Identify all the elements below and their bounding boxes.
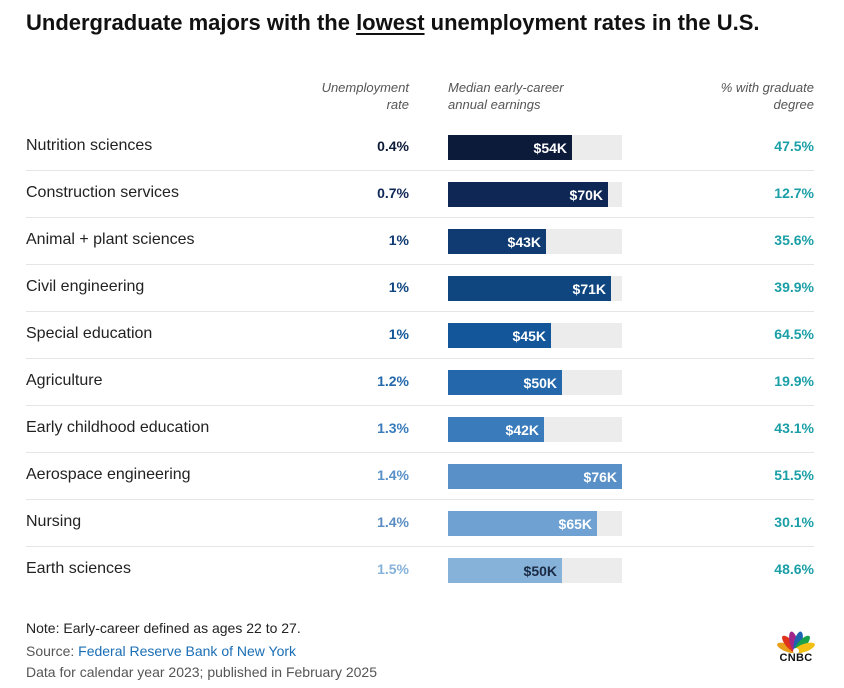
title-emphasis: lowest bbox=[356, 10, 425, 35]
earnings-bar-track: $76K bbox=[448, 464, 622, 489]
earnings-bar-track: $65K bbox=[448, 511, 622, 536]
graduate-degree-value: 12.7% bbox=[774, 185, 814, 201]
earnings-bar-label: $65K bbox=[558, 516, 592, 532]
earnings-bar: $70K bbox=[448, 182, 608, 207]
earnings-bar: $42K bbox=[448, 417, 544, 442]
earnings-bar-label: $76K bbox=[583, 469, 617, 485]
graduate-degree-value: 51.5% bbox=[774, 467, 814, 483]
table-row: Early childhood education 1.3% $42K 43.1% bbox=[26, 406, 814, 453]
peacock-icon bbox=[777, 631, 815, 654]
header-grad-line2: degree bbox=[773, 97, 814, 112]
earnings-bar-label: $50K bbox=[523, 375, 557, 391]
unemployment-rate-value: 0.7% bbox=[377, 185, 409, 201]
chart-title: Undergraduate majors with the lowest une… bbox=[26, 10, 759, 36]
earnings-bar-label: $42K bbox=[505, 422, 539, 438]
earnings-bar-track: $43K bbox=[448, 229, 622, 254]
major-label: Agriculture bbox=[26, 372, 103, 389]
graduate-degree-value: 43.1% bbox=[774, 420, 814, 436]
table-row: Nursing 1.4% $65K 30.1% bbox=[26, 500, 814, 547]
unemployment-rate-value: 1.4% bbox=[377, 514, 409, 530]
earnings-bar-label: $71K bbox=[572, 281, 606, 297]
earnings-bar: $65K bbox=[448, 511, 597, 536]
header-earnings-line1: Median early-career bbox=[448, 80, 564, 95]
table-row: Animal + plant sciences 1% $43K 35.6% bbox=[26, 218, 814, 265]
unemployment-rate-value: 0.4% bbox=[377, 138, 409, 154]
earnings-bar-label: $70K bbox=[569, 187, 603, 203]
cnbc-logo: CNBC bbox=[774, 629, 818, 667]
earnings-bar-track: $71K bbox=[448, 276, 622, 301]
graduate-degree-value: 48.6% bbox=[774, 561, 814, 577]
graduate-degree-value: 64.5% bbox=[774, 326, 814, 342]
earnings-bar: $76K bbox=[448, 464, 622, 489]
table-row: Aerospace engineering 1.4% $76K 51.5% bbox=[26, 453, 814, 500]
table-row: Civil engineering 1% $71K 39.9% bbox=[26, 265, 814, 312]
graduate-degree-value: 30.1% bbox=[774, 514, 814, 530]
earnings-bar-track: $42K bbox=[448, 417, 622, 442]
source-line: Source: Federal Reserve Bank of New York bbox=[26, 643, 296, 659]
earnings-bar: $54K bbox=[448, 135, 572, 160]
header-unemployment-rate: Unemployment rate bbox=[279, 79, 409, 113]
unemployment-rate-value: 1.5% bbox=[377, 561, 409, 577]
graduate-degree-value: 35.6% bbox=[774, 232, 814, 248]
header-graduate-degree: % with graduate degree bbox=[654, 79, 814, 113]
unemployment-rate-value: 1.2% bbox=[377, 373, 409, 389]
major-label: Nursing bbox=[26, 513, 82, 530]
major-label: Special education bbox=[26, 325, 153, 342]
major-label: Animal + plant sciences bbox=[26, 231, 195, 248]
earnings-bar-track: $50K bbox=[448, 558, 622, 583]
published-note: Data for calendar year 2023; published i… bbox=[26, 664, 377, 680]
title-prefix: Undergraduate majors with the bbox=[26, 10, 357, 35]
earnings-bar: $45K bbox=[448, 323, 551, 348]
table-row: Earth sciences 1.5% $50K 48.6% bbox=[26, 547, 814, 594]
header-earnings: Median early-career annual earnings bbox=[448, 79, 628, 113]
major-label: Early childhood education bbox=[26, 419, 210, 436]
earnings-bar-label: $50K bbox=[523, 563, 557, 579]
major-label: Civil engineering bbox=[26, 278, 145, 295]
header-grad-line1: % with graduate bbox=[720, 80, 814, 95]
footnote: Note: Early-career defined as ages 22 to… bbox=[26, 620, 301, 636]
unemployment-rate-value: 1% bbox=[388, 326, 409, 342]
header-unemployment-line2: rate bbox=[386, 97, 409, 112]
major-label: Earth sciences bbox=[26, 560, 131, 577]
unemployment-rate-value: 1.3% bbox=[377, 420, 409, 436]
source-link[interactable]: Federal Reserve Bank of New York bbox=[78, 643, 297, 659]
table-row: Nutrition sciences 0.4% $54K 47.5% bbox=[26, 124, 814, 171]
header-unemployment-line1: Unemployment bbox=[321, 80, 409, 95]
unemployment-rate-value: 1% bbox=[388, 232, 409, 248]
earnings-bar-label: $45K bbox=[512, 328, 546, 344]
earnings-bar: $50K bbox=[448, 370, 562, 395]
graduate-degree-value: 47.5% bbox=[774, 138, 814, 154]
unemployment-rate-value: 1.4% bbox=[377, 467, 409, 483]
title-suffix: unemployment rates in the U.S. bbox=[424, 10, 760, 35]
earnings-bar-track: $70K bbox=[448, 182, 622, 207]
graduate-degree-value: 19.9% bbox=[774, 373, 814, 389]
earnings-bar-label: $43K bbox=[507, 234, 541, 250]
earnings-bar-track: $54K bbox=[448, 135, 622, 160]
earnings-bar-track: $45K bbox=[448, 323, 622, 348]
earnings-bar: $71K bbox=[448, 276, 611, 301]
earnings-bar-track: $50K bbox=[448, 370, 622, 395]
unemployment-rate-value: 1% bbox=[388, 279, 409, 295]
logo-text: CNBC bbox=[779, 652, 813, 664]
major-label: Construction services bbox=[26, 184, 179, 201]
graduate-degree-value: 39.9% bbox=[774, 279, 814, 295]
table-row: Agriculture 1.2% $50K 19.9% bbox=[26, 359, 814, 406]
earnings-bar: $43K bbox=[448, 229, 546, 254]
earnings-bar-label: $54K bbox=[533, 140, 567, 156]
header-earnings-line2: annual earnings bbox=[448, 97, 541, 112]
table-row: Construction services 0.7% $70K 12.7% bbox=[26, 171, 814, 218]
major-label: Aerospace engineering bbox=[26, 466, 191, 483]
major-label: Nutrition sciences bbox=[26, 137, 153, 154]
earnings-bar: $50K bbox=[448, 558, 562, 583]
table-row: Special education 1% $45K 64.5% bbox=[26, 312, 814, 359]
source-label: Source: bbox=[26, 643, 79, 659]
data-table: Nutrition sciences 0.4% $54K 47.5% Construct… bbox=[26, 124, 814, 594]
